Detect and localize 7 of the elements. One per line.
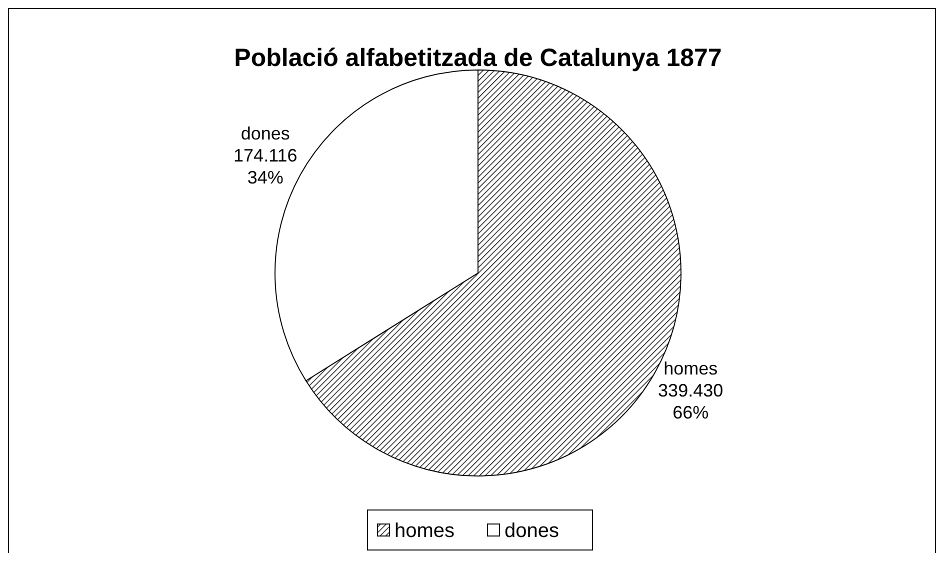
slice-label: homes (664, 358, 718, 379)
data-label: 174.116 34% (234, 145, 298, 188)
slice-label: dones (240, 123, 290, 144)
data-label: 339.430 66% (658, 380, 724, 423)
legend-label: homes (394, 520, 455, 542)
legend-label: dones (504, 520, 559, 542)
chart-title: Població alfabetitzada de Catalunya 1877 (234, 44, 722, 72)
